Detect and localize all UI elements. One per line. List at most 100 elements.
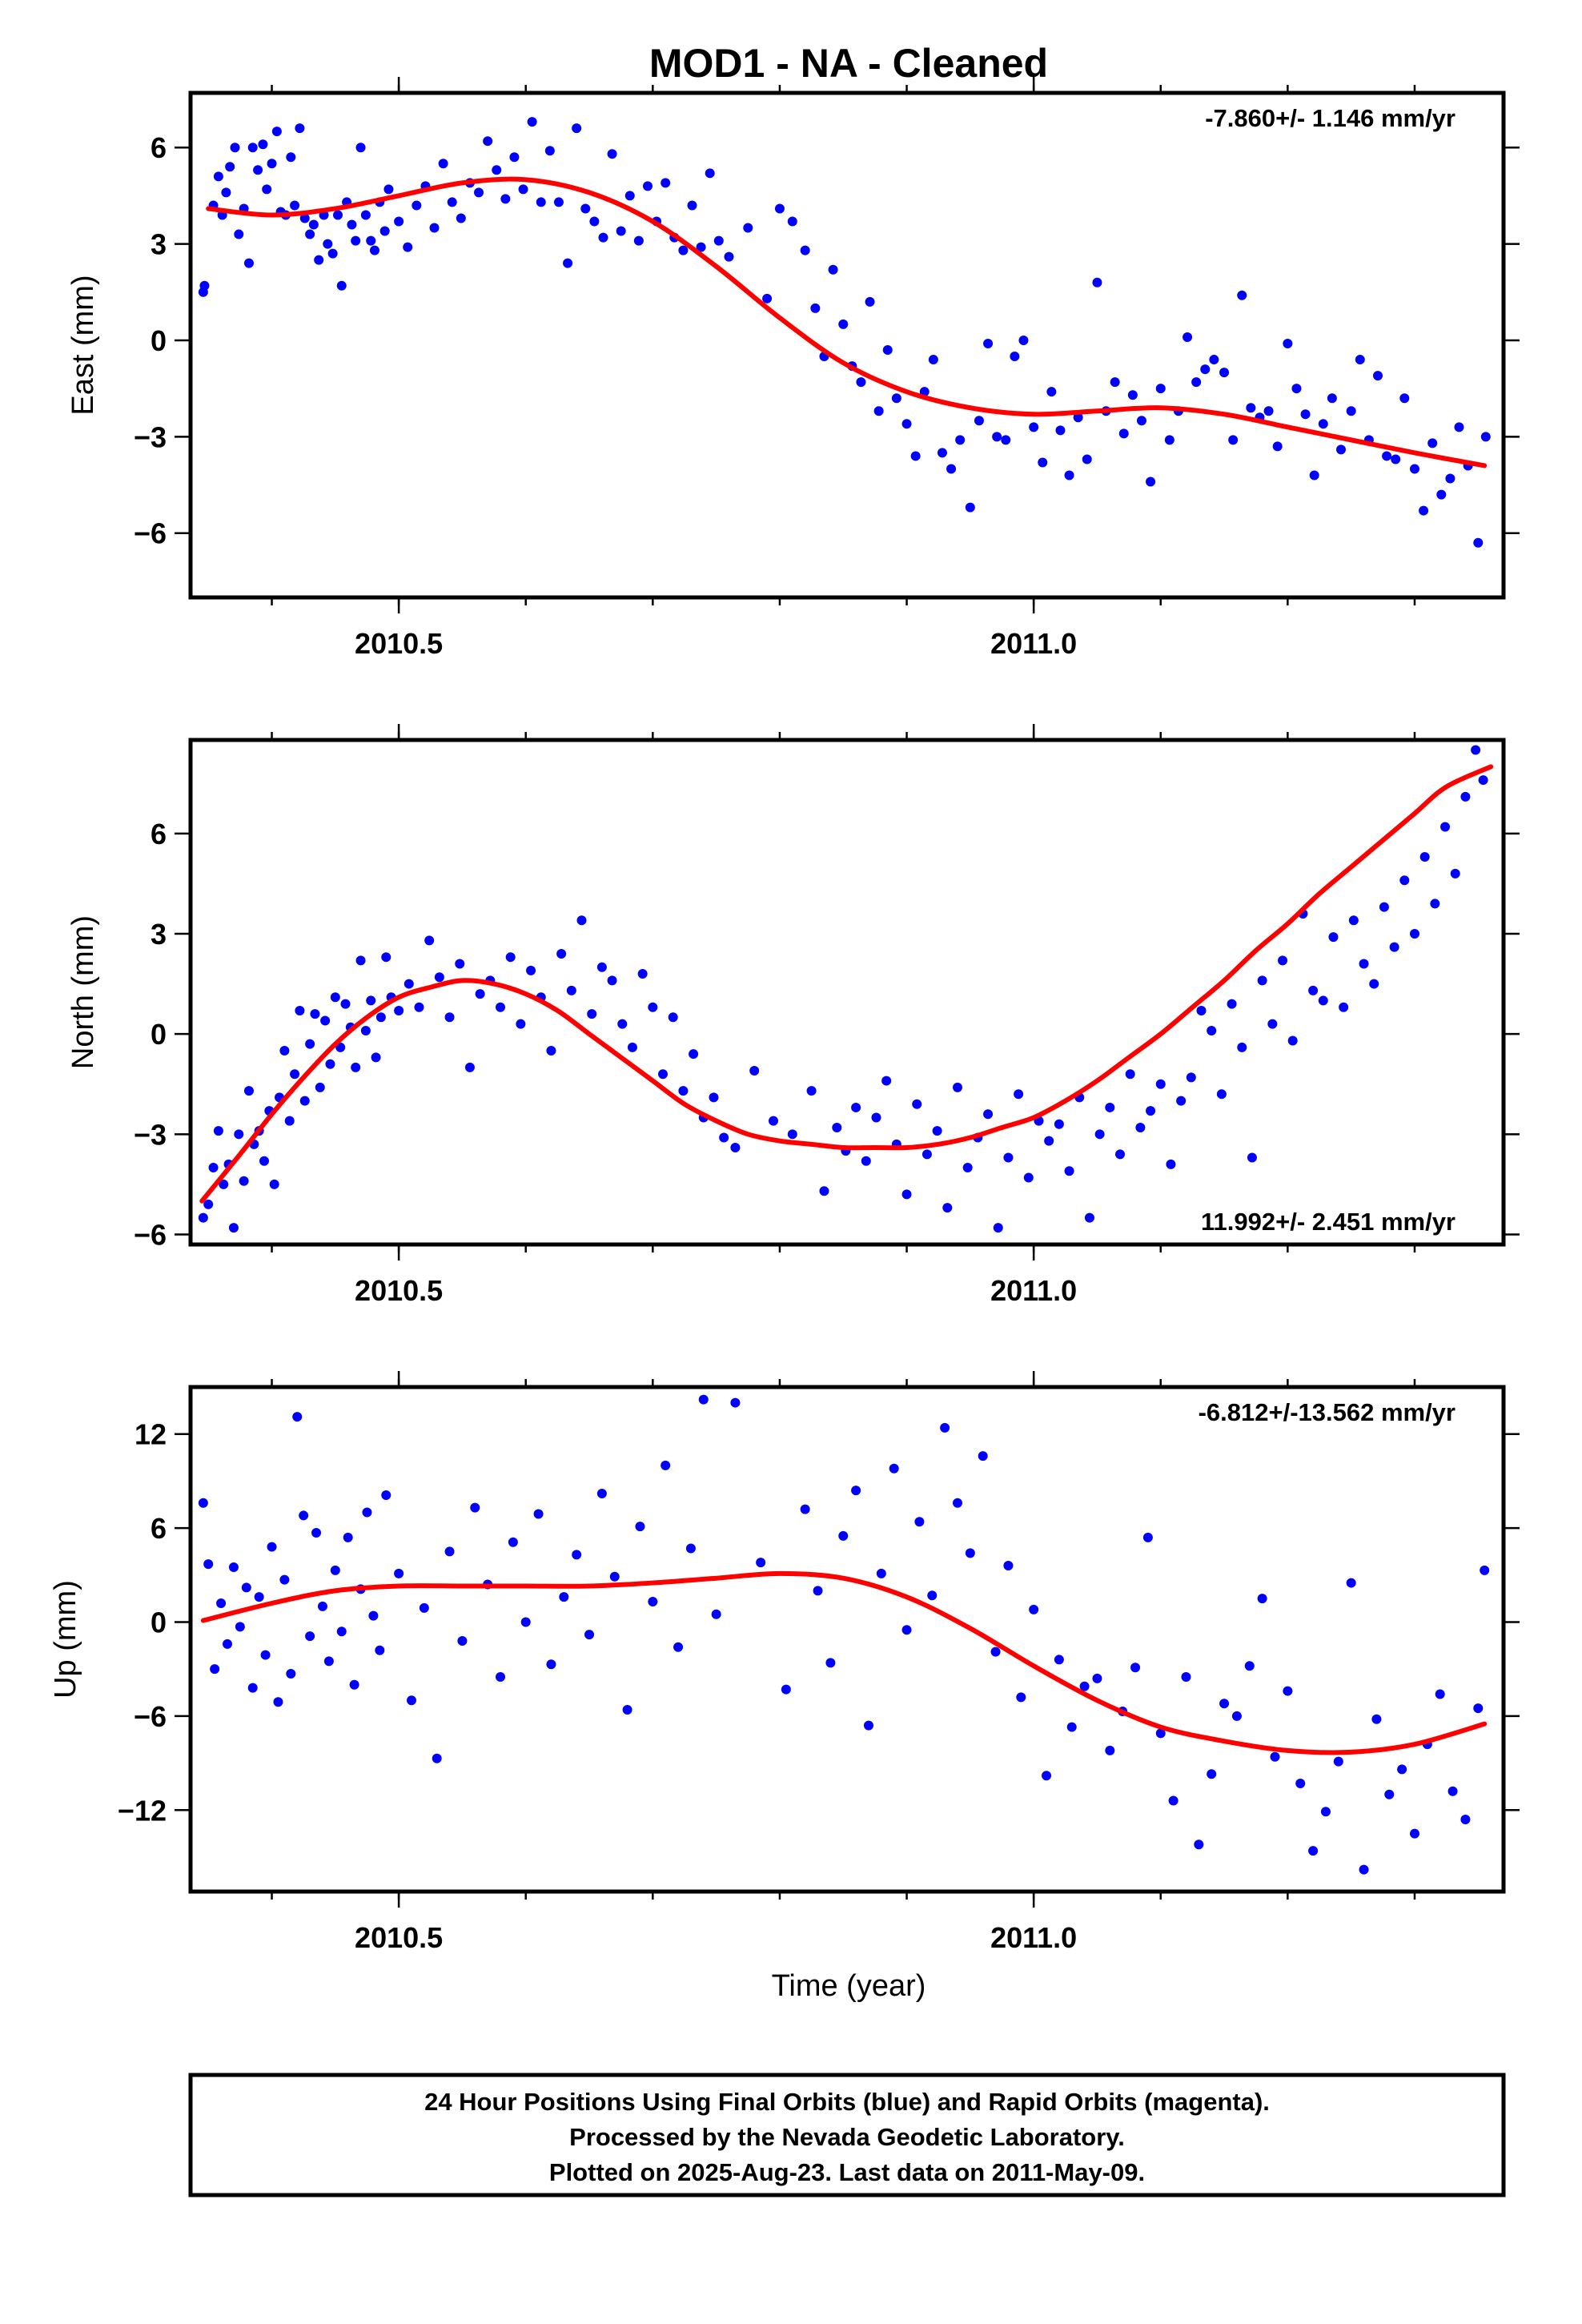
up-data-point	[1346, 1578, 1356, 1588]
north-data-point	[921, 1149, 932, 1160]
up-data-point	[876, 1568, 886, 1578]
north-data-point	[526, 965, 536, 975]
north-data-point	[305, 1039, 315, 1049]
east-data-point	[955, 435, 966, 445]
north-data-point	[375, 1012, 386, 1023]
north-data-point	[360, 1025, 371, 1035]
north-data-point	[749, 1066, 760, 1076]
north-data-point	[546, 1046, 556, 1056]
up-data-point	[1130, 1663, 1141, 1673]
east-y-tick-label: −3	[134, 420, 167, 453]
east-data-point	[1146, 476, 1156, 487]
north-data-point	[607, 975, 617, 986]
north-data-point	[351, 1062, 361, 1072]
up-data-point	[1219, 1699, 1230, 1709]
east-data-point	[492, 165, 502, 175]
east-data-point	[295, 123, 305, 134]
up-data-point	[1409, 1828, 1419, 1839]
east-data-point	[1046, 387, 1057, 397]
east-data-point	[1064, 470, 1074, 480]
east-data-point	[355, 143, 366, 153]
north-data-point	[320, 1015, 331, 1026]
up-y-tick-label: 0	[151, 1606, 167, 1638]
east-data-point	[267, 159, 277, 169]
east-data-point	[1346, 406, 1356, 416]
east-data-point	[379, 226, 390, 236]
north-rate-label: 11.992+/- 2.451 mm/yr	[1201, 1208, 1456, 1236]
east-data-point	[230, 143, 240, 153]
up-data-point	[247, 1683, 258, 1693]
east-data-point	[1445, 473, 1456, 484]
up-data-point	[368, 1610, 379, 1621]
north-data-point	[259, 1156, 269, 1166]
up-data-point	[1016, 1692, 1026, 1703]
north-data-point	[678, 1086, 689, 1096]
east-data-point	[1191, 377, 1202, 388]
east-data-point	[1327, 393, 1337, 404]
east-data-point	[743, 223, 753, 233]
east-data-point	[687, 200, 697, 211]
north-data-point	[881, 1076, 892, 1086]
east-y-tick-label: 0	[151, 324, 167, 357]
east-data-point	[580, 203, 591, 214]
east-data-point	[527, 117, 537, 127]
north-data-point	[627, 1042, 637, 1052]
up-data-point	[1181, 1671, 1191, 1682]
up-data-point	[381, 1490, 391, 1500]
east-data-point	[509, 152, 520, 163]
north-data-point	[832, 1122, 842, 1132]
north-data-point	[1064, 1166, 1074, 1176]
up-data-layer	[198, 1394, 1490, 1875]
east-data-point	[456, 213, 466, 223]
north-data-point	[1379, 902, 1389, 912]
north-data-point	[912, 1099, 922, 1109]
up-data-point	[330, 1565, 340, 1575]
east-data-point	[1001, 435, 1011, 445]
up-data-point	[216, 1598, 227, 1608]
east-data-point	[787, 216, 797, 227]
up-data-point	[685, 1543, 696, 1554]
east-data-point	[965, 502, 975, 513]
up-data-point	[1066, 1722, 1077, 1732]
north-data-point	[1328, 932, 1339, 943]
north-data-point	[942, 1203, 953, 1213]
north-data-point	[203, 1199, 214, 1209]
east-data-point	[1010, 352, 1020, 362]
up-data-point	[572, 1550, 582, 1560]
north-data-point	[1094, 1129, 1105, 1140]
up-data-point	[1435, 1689, 1445, 1699]
north-data-point	[1125, 1069, 1135, 1080]
up-data-point	[317, 1601, 327, 1611]
up-data-point	[1079, 1681, 1090, 1691]
north-data-point	[1450, 868, 1460, 879]
east-data-point	[1018, 335, 1029, 345]
east-data-point	[221, 187, 231, 198]
up-data-point	[1295, 1779, 1306, 1788]
north-data-point	[1257, 975, 1267, 986]
north-data-point	[1399, 875, 1410, 886]
up-data-point	[1473, 1703, 1484, 1714]
north-data-point	[962, 1163, 973, 1173]
north-data-point	[932, 1126, 942, 1136]
up-data-point	[952, 1498, 962, 1508]
up-data-point	[1105, 1745, 1115, 1755]
up-data-point	[406, 1695, 416, 1706]
north-data-point	[952, 1082, 962, 1092]
north-data-point	[1014, 1089, 1024, 1100]
up-x-tick-label: 2010.5	[355, 1921, 443, 1954]
east-data-point	[928, 355, 938, 365]
up-data-point	[432, 1753, 442, 1763]
up-data-point	[596, 1489, 607, 1499]
up-data-point	[609, 1571, 620, 1582]
north-data-point	[587, 1009, 597, 1019]
x-axis-label: Time (year)	[772, 1969, 926, 2003]
east-data-point	[299, 213, 310, 223]
up-data-point	[1397, 1764, 1407, 1775]
east-y-tick-label: −6	[134, 517, 167, 550]
up-data-point	[292, 1412, 303, 1422]
up-data-point	[533, 1509, 544, 1519]
north-data-point	[1207, 1025, 1217, 1035]
east-frame	[188, 90, 1506, 600]
up-data-point	[1384, 1789, 1395, 1799]
north-data-point	[295, 1005, 305, 1015]
